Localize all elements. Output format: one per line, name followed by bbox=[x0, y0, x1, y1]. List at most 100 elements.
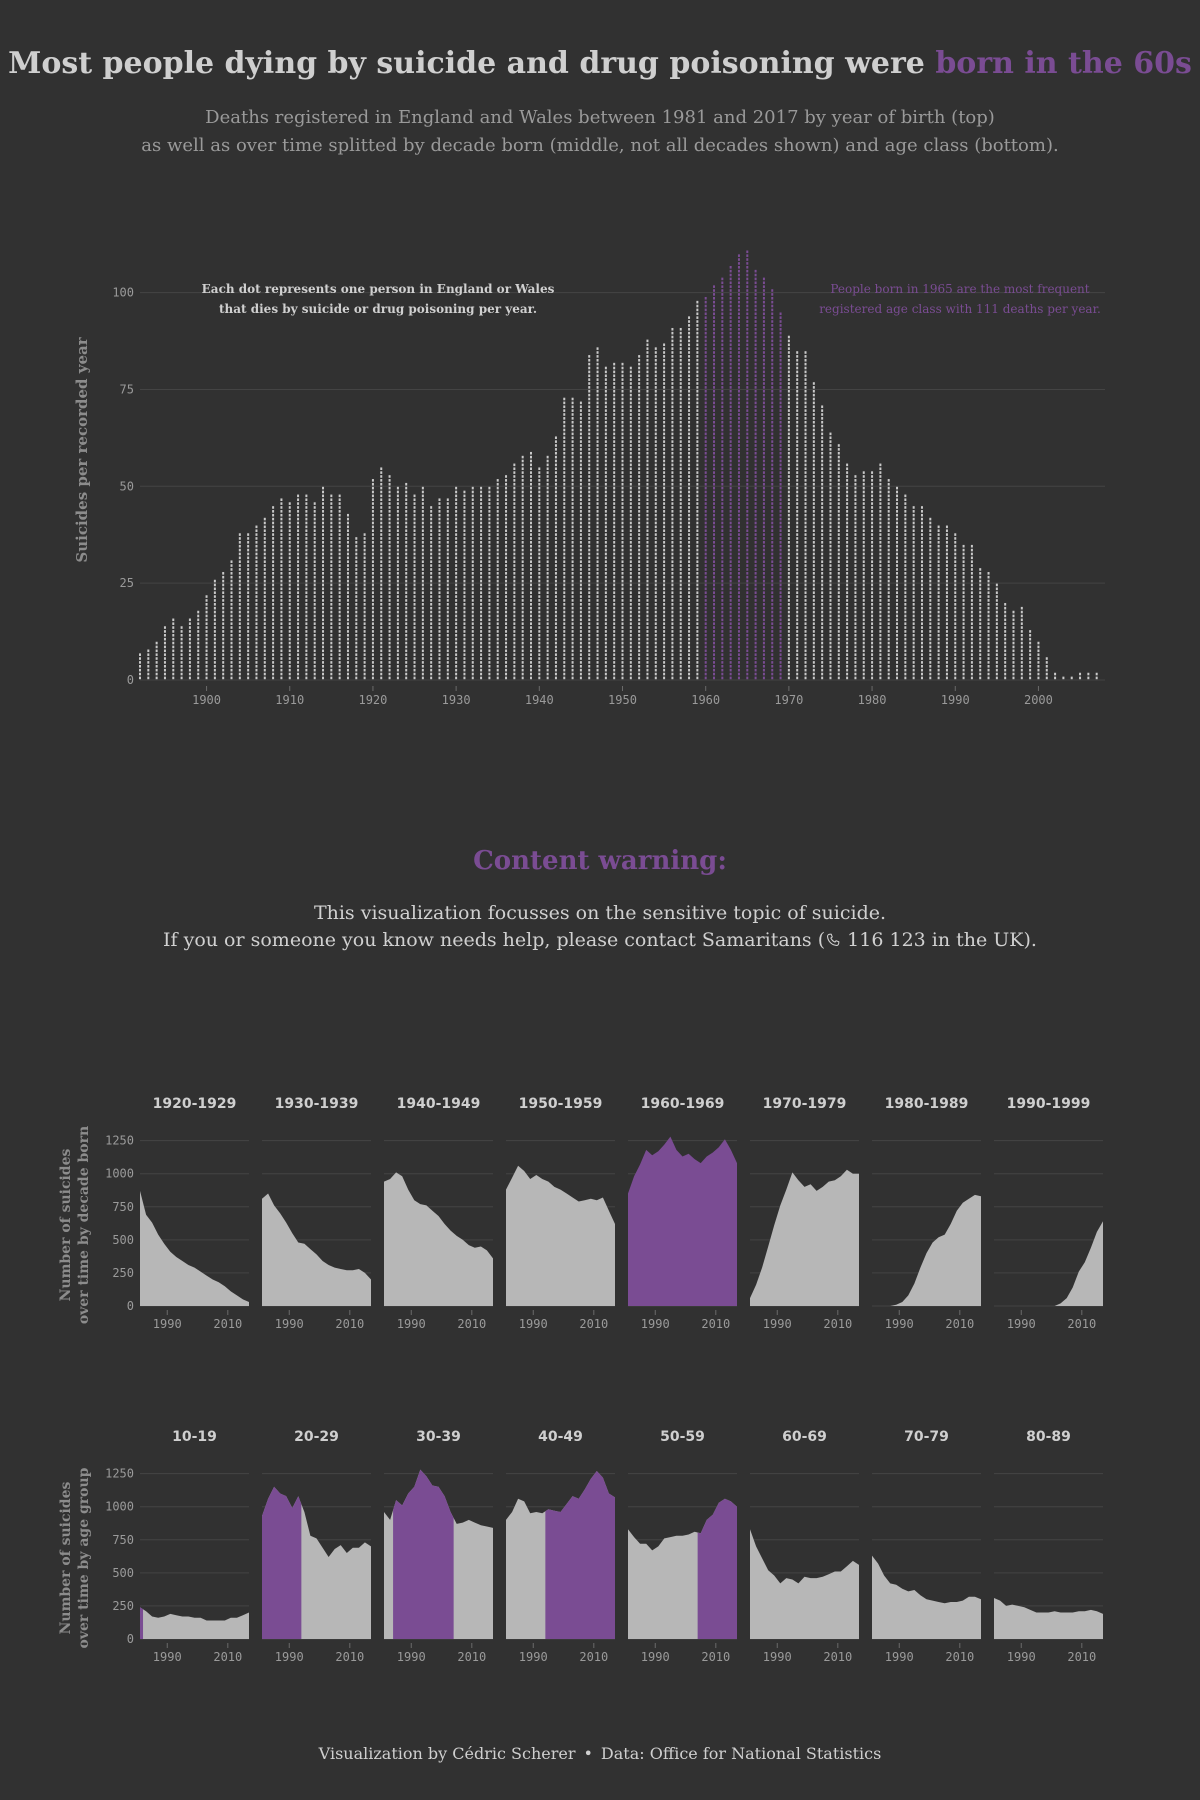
dot bbox=[322, 661, 325, 664]
dot bbox=[330, 630, 333, 633]
dot bbox=[654, 665, 657, 668]
dot bbox=[779, 641, 782, 645]
dot bbox=[330, 641, 333, 645]
dot bbox=[679, 436, 682, 440]
dot bbox=[779, 595, 782, 598]
dot bbox=[546, 498, 549, 502]
dot bbox=[197, 634, 200, 637]
dot bbox=[480, 575, 483, 579]
dot bbox=[613, 653, 616, 656]
dot bbox=[421, 661, 424, 664]
dot bbox=[613, 661, 616, 664]
dot bbox=[297, 595, 300, 598]
dot bbox=[663, 595, 666, 598]
dot bbox=[480, 649, 483, 653]
dot bbox=[771, 463, 774, 467]
dot bbox=[505, 641, 508, 645]
dot bbox=[463, 630, 466, 633]
dot bbox=[779, 626, 782, 629]
dot bbox=[754, 335, 757, 339]
dot bbox=[629, 440, 632, 443]
dot bbox=[629, 366, 632, 370]
dot bbox=[737, 657, 740, 660]
dot bbox=[812, 610, 815, 614]
dot bbox=[505, 595, 508, 598]
dot bbox=[579, 502, 582, 505]
dot bbox=[421, 490, 424, 494]
dot bbox=[172, 645, 175, 649]
dot bbox=[446, 548, 449, 552]
dot bbox=[280, 634, 283, 637]
dot bbox=[713, 316, 716, 319]
dot bbox=[713, 521, 716, 525]
dot bbox=[771, 626, 774, 629]
dot bbox=[371, 614, 374, 618]
dot bbox=[496, 525, 499, 529]
dot bbox=[663, 630, 666, 633]
dot bbox=[812, 618, 815, 622]
dot bbox=[638, 579, 641, 583]
dot bbox=[538, 657, 541, 660]
dot bbox=[579, 494, 582, 498]
dot bbox=[621, 386, 624, 389]
dot bbox=[413, 618, 416, 622]
dot bbox=[322, 603, 325, 606]
dot bbox=[729, 436, 732, 440]
dot bbox=[546, 459, 549, 463]
dot bbox=[704, 320, 707, 323]
dot bbox=[588, 432, 591, 436]
dot bbox=[721, 459, 724, 463]
dot bbox=[538, 618, 541, 622]
dot bbox=[521, 552, 524, 556]
dot bbox=[787, 603, 790, 606]
dot bbox=[737, 258, 740, 261]
dot bbox=[604, 537, 607, 540]
dot bbox=[796, 645, 799, 649]
dot bbox=[571, 645, 574, 649]
dot bbox=[713, 552, 716, 556]
dot-column-1940 bbox=[538, 467, 541, 680]
dot bbox=[588, 440, 591, 443]
dot bbox=[238, 533, 241, 536]
dot-column-1950 bbox=[621, 362, 624, 680]
dot bbox=[396, 637, 399, 641]
dot bbox=[588, 486, 591, 490]
dot bbox=[796, 455, 799, 459]
dot bbox=[463, 591, 466, 594]
dot bbox=[779, 630, 782, 633]
dot bbox=[197, 637, 200, 641]
dot bbox=[446, 645, 449, 649]
dot bbox=[513, 494, 516, 498]
dot bbox=[188, 676, 191, 680]
dot bbox=[272, 537, 275, 540]
dot bbox=[488, 634, 491, 637]
dot bbox=[396, 626, 399, 629]
dot bbox=[496, 521, 499, 525]
dot bbox=[405, 583, 408, 587]
dot bbox=[297, 525, 300, 529]
dot bbox=[729, 320, 732, 323]
dot bbox=[629, 475, 632, 478]
dot bbox=[754, 579, 757, 583]
dot bbox=[371, 494, 374, 498]
dot bbox=[313, 521, 316, 525]
dot bbox=[172, 665, 175, 668]
dot bbox=[646, 428, 649, 432]
dot bbox=[762, 316, 765, 319]
dot bbox=[213, 618, 216, 622]
dot bbox=[455, 618, 458, 622]
dot bbox=[696, 575, 699, 579]
dot bbox=[796, 649, 799, 653]
dot bbox=[388, 653, 391, 656]
dot bbox=[396, 525, 399, 529]
dot bbox=[638, 475, 641, 478]
dot bbox=[779, 579, 782, 583]
dot bbox=[388, 618, 391, 622]
dot bbox=[704, 471, 707, 474]
dot bbox=[139, 672, 141, 676]
dot bbox=[538, 583, 541, 587]
dot bbox=[238, 568, 241, 571]
dot bbox=[796, 591, 799, 594]
dot bbox=[471, 510, 474, 513]
dot bbox=[396, 537, 399, 540]
